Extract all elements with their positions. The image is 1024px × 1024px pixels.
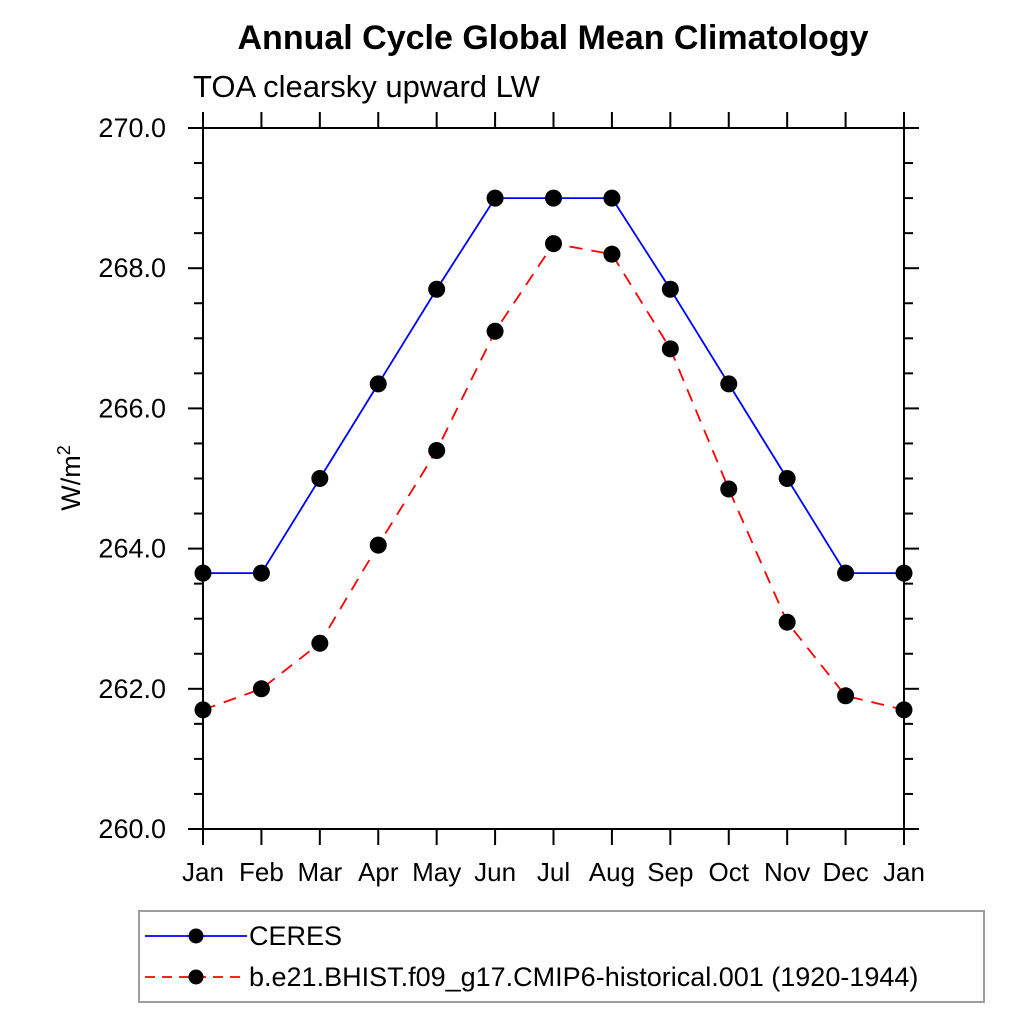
- legend-marker-sample: [188, 969, 204, 985]
- legend-item-ceres: CERES: [143, 920, 983, 952]
- y-tick-label: 266.0: [98, 393, 166, 423]
- y-tick-label: 270.0: [98, 113, 166, 143]
- data-point-marker: [778, 613, 796, 631]
- ceres-line-swatch-icon: [145, 928, 247, 944]
- x-tick-label: Dec: [822, 857, 868, 887]
- y-tick-label: 264.0: [98, 534, 166, 564]
- data-point-marker: [603, 189, 621, 207]
- data-point-marker: [837, 564, 855, 582]
- data-point-marker: [369, 536, 387, 554]
- data-point-marker: [545, 189, 562, 207]
- data-point-marker: [895, 564, 913, 582]
- data-point-marker: [603, 245, 621, 263]
- data-point-marker: [369, 375, 387, 393]
- chart-title: Annual Cycle Global Mean Climatology: [237, 19, 869, 57]
- legend-label-model: b.e21.BHIST.f09_g17.CMIP6-historical.001…: [249, 961, 919, 992]
- data-point-marker: [311, 470, 329, 487]
- data-point-marker: [778, 470, 796, 487]
- legend-marker-sample: [188, 928, 204, 944]
- data-point-marker: [252, 680, 270, 698]
- y-tick-label: 260.0: [98, 814, 166, 844]
- model-line: [202, 242, 905, 711]
- x-tick-label: Oct: [709, 857, 750, 887]
- x-tick-label: Jan: [182, 857, 224, 887]
- data-point-marker: [194, 564, 212, 582]
- data-point-marker: [311, 634, 329, 652]
- data-point-marker: [720, 480, 738, 498]
- chart-subtitle: TOA clearsky upward LW: [193, 69, 540, 104]
- plot-frame: [202, 127, 905, 830]
- y-tick-label: 262.0: [98, 674, 166, 704]
- data-point-marker: [194, 701, 212, 719]
- data-point-marker: [895, 701, 913, 719]
- x-tick-label: Mar: [297, 857, 342, 887]
- data-point-marker: [428, 280, 446, 298]
- data-point-marker: [661, 280, 679, 298]
- model-line-swatch-icon: [145, 969, 247, 985]
- legend-item-model: b.e21.BHIST.f09_g17.CMIP6-historical.001…: [143, 961, 983, 993]
- x-tick-label: Nov: [764, 857, 810, 887]
- x-tick-label: Jul: [537, 857, 570, 887]
- x-tick-label: Apr: [358, 857, 399, 887]
- y-axis-title: W/m2: [54, 445, 86, 511]
- data-point-marker: [720, 375, 738, 393]
- data-point-marker: [661, 340, 679, 358]
- x-tick-label: Aug: [589, 857, 635, 887]
- data-point-marker: [837, 687, 855, 705]
- data-point-marker: [486, 189, 504, 207]
- data-point-marker: [252, 564, 270, 582]
- x-tick-label: Jun: [474, 857, 516, 887]
- data-point-marker: [545, 235, 562, 253]
- legend-label-ceres: CERES: [249, 920, 343, 951]
- x-tick-label: May: [412, 857, 461, 887]
- data-point-marker: [428, 441, 446, 459]
- data-point-marker: [486, 322, 504, 340]
- x-tick-label: Sep: [647, 857, 693, 887]
- legend: CERES b.e21.BHIST.f09_g17.CMIP6-historic…: [138, 910, 985, 1003]
- ceres-line: [203, 197, 904, 575]
- y-tick-label: 268.0: [98, 253, 166, 283]
- x-tick-label: Jan: [883, 857, 925, 887]
- x-tick-label: Feb: [239, 857, 284, 887]
